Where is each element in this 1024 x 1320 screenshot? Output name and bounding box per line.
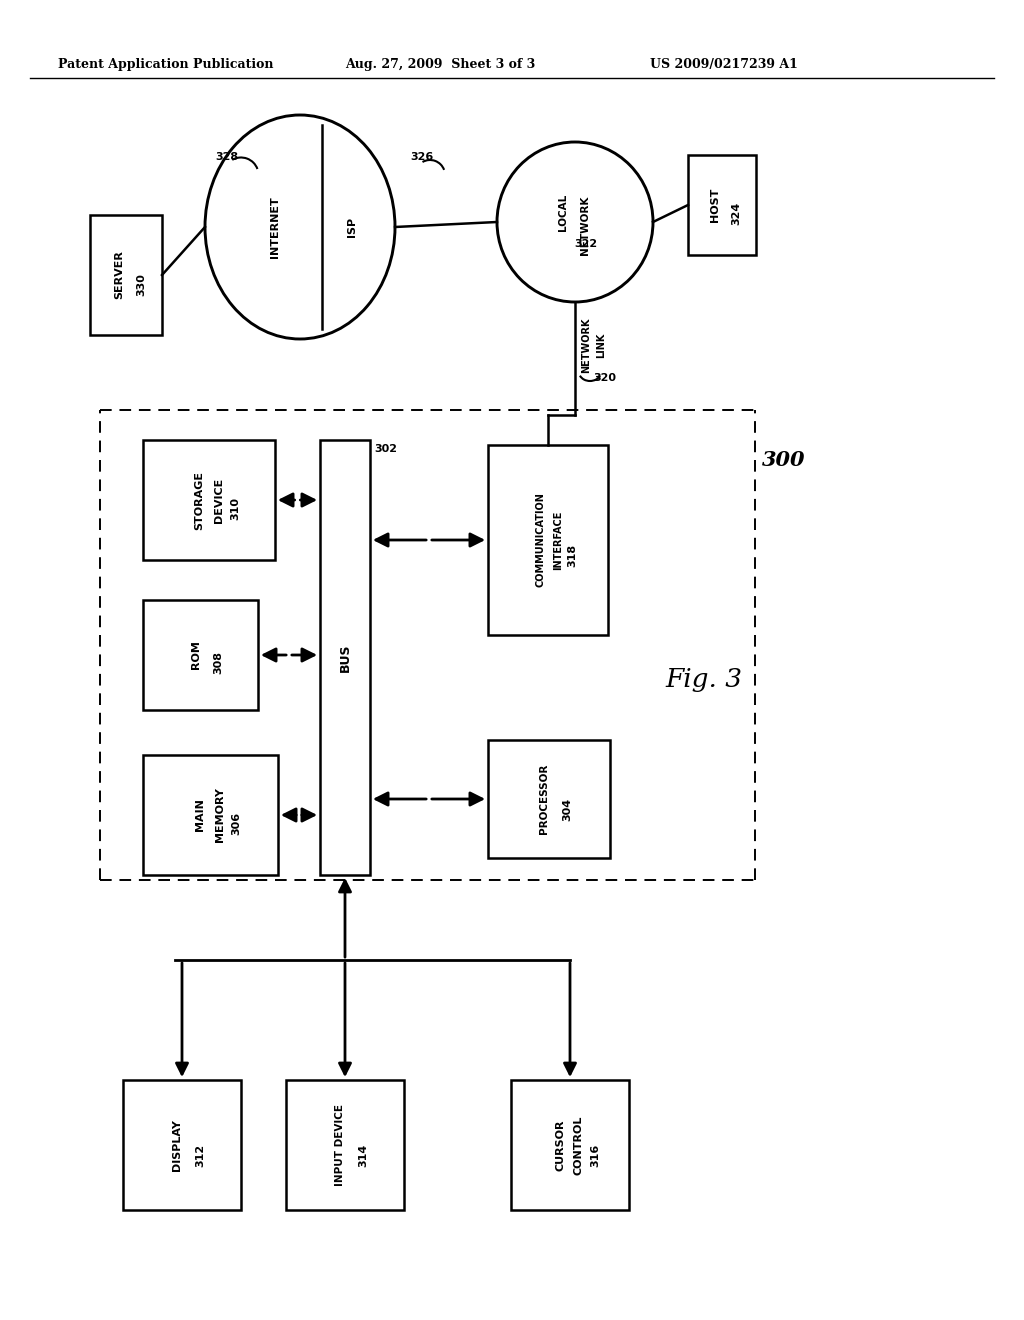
- FancyBboxPatch shape: [143, 440, 275, 560]
- Text: Patent Application Publication: Patent Application Publication: [58, 58, 273, 71]
- FancyBboxPatch shape: [688, 154, 756, 255]
- Text: HOST: HOST: [710, 187, 720, 222]
- Text: COMMUNICATION: COMMUNICATION: [535, 492, 545, 587]
- FancyBboxPatch shape: [143, 601, 258, 710]
- Text: 322: 322: [574, 239, 597, 249]
- Text: MEMORY: MEMORY: [215, 788, 225, 842]
- Text: INTERFACE: INTERFACE: [553, 511, 563, 570]
- Text: LOCAL: LOCAL: [558, 193, 568, 231]
- Text: 320: 320: [593, 374, 616, 383]
- Text: CONTROL: CONTROL: [573, 1115, 583, 1175]
- Text: 318: 318: [567, 544, 577, 566]
- Text: 328: 328: [215, 152, 239, 162]
- Text: 310: 310: [230, 496, 240, 520]
- Text: 330: 330: [136, 273, 146, 297]
- Text: Aug. 27, 2009  Sheet 3 of 3: Aug. 27, 2009 Sheet 3 of 3: [345, 58, 536, 71]
- Text: SERVER: SERVER: [114, 251, 124, 300]
- Text: 324: 324: [731, 202, 741, 224]
- Text: DEVICE: DEVICE: [214, 478, 224, 523]
- Text: US 2009/0217239 A1: US 2009/0217239 A1: [650, 58, 798, 71]
- Text: INPUT DEVICE: INPUT DEVICE: [335, 1104, 345, 1185]
- Text: BUS: BUS: [339, 643, 351, 672]
- Text: 304: 304: [562, 797, 572, 821]
- Text: 306: 306: [231, 812, 242, 834]
- FancyBboxPatch shape: [143, 755, 278, 875]
- Text: NETWORK: NETWORK: [581, 317, 591, 372]
- Text: NETWORK: NETWORK: [580, 195, 590, 255]
- Text: ISP: ISP: [347, 216, 357, 238]
- Text: STORAGE: STORAGE: [194, 470, 204, 529]
- Text: 326: 326: [410, 152, 433, 162]
- Text: 312: 312: [195, 1143, 205, 1167]
- Text: 300: 300: [762, 450, 806, 470]
- FancyBboxPatch shape: [488, 741, 610, 858]
- Text: 314: 314: [358, 1143, 368, 1167]
- FancyBboxPatch shape: [511, 1080, 629, 1210]
- Text: MAIN: MAIN: [196, 799, 206, 832]
- Text: CURSOR: CURSOR: [555, 1119, 565, 1171]
- Text: Fig. 3: Fig. 3: [665, 668, 742, 693]
- FancyBboxPatch shape: [488, 445, 608, 635]
- Text: PROCESSOR: PROCESSOR: [539, 764, 549, 834]
- FancyBboxPatch shape: [123, 1080, 241, 1210]
- Text: 316: 316: [590, 1143, 600, 1167]
- Text: 302: 302: [374, 444, 397, 454]
- Text: DISPLAY: DISPLAY: [172, 1119, 182, 1171]
- Text: ROM: ROM: [190, 640, 201, 669]
- FancyBboxPatch shape: [90, 215, 162, 335]
- Text: INTERNET: INTERNET: [270, 197, 280, 257]
- Text: LINK: LINK: [596, 333, 606, 358]
- FancyBboxPatch shape: [319, 440, 370, 875]
- Text: 308: 308: [213, 652, 223, 675]
- FancyBboxPatch shape: [286, 1080, 404, 1210]
